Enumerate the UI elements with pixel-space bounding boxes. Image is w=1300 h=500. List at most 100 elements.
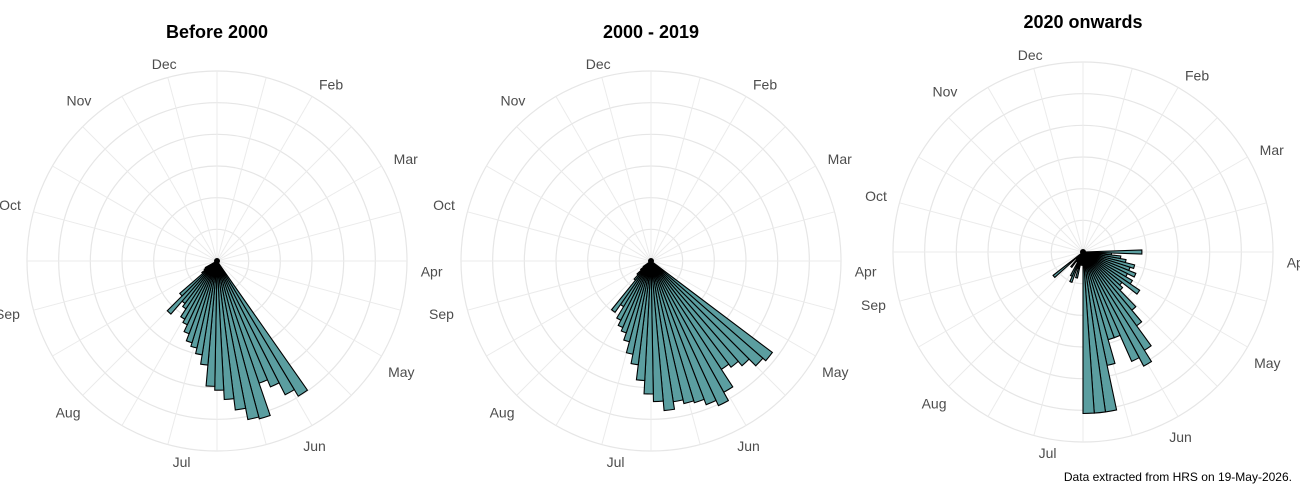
- month-label-dec: Dec: [152, 56, 177, 72]
- grid-spoke: [216, 260, 382, 357]
- month-label-oct: Oct: [0, 197, 21, 213]
- rose-bar: [214, 260, 225, 391]
- polar-grid: [460, 70, 842, 452]
- grid-spoke: [467, 211, 652, 262]
- rose-bar: [216, 260, 280, 388]
- polar-chart-1: Before 2000 Dec Feb Mar Apr May Jun Jul Aug Sep Oc…: [0, 22, 443, 470]
- rose-bar: [1052, 251, 1084, 279]
- month-label-nov: Nov: [67, 92, 92, 108]
- month-label-mar: Mar: [828, 151, 852, 167]
- month-label-apr: Apr: [421, 264, 443, 280]
- grid-spoke: [1082, 156, 1248, 253]
- bar-group: [610, 260, 774, 412]
- rose-bar: [643, 260, 654, 395]
- grid-spoke: [516, 260, 652, 396]
- rose-bar: [216, 260, 271, 420]
- month-label-aug: Aug: [56, 405, 81, 421]
- month-label-jun: Jun: [303, 438, 326, 454]
- month-label-oct: Oct: [433, 197, 455, 213]
- month-label-apr: Apr: [855, 264, 877, 280]
- month-label-feb: Feb: [319, 76, 343, 92]
- chart-title: Before 2000: [166, 22, 268, 42]
- month-label-jun: Jun: [1169, 429, 1192, 445]
- month-label-mar: Mar: [1260, 142, 1284, 158]
- rose-bar: [650, 260, 705, 404]
- grid-spoke: [216, 96, 313, 262]
- grid-spoke: [216, 211, 401, 262]
- month-label-oct: Oct: [865, 188, 887, 204]
- grid-spoke: [650, 260, 835, 311]
- center-hub: [214, 258, 220, 264]
- rose-bar: [204, 260, 218, 269]
- grid-spoke: [486, 165, 652, 262]
- month-label-may: May: [388, 364, 414, 380]
- grid-spoke: [52, 260, 218, 357]
- rose-bar: [650, 260, 717, 406]
- rose-bar: [216, 260, 296, 396]
- rose-bar: [650, 260, 774, 362]
- grid-spoke: [33, 260, 218, 311]
- rose-bar: [216, 260, 247, 411]
- rose-bar: [216, 260, 309, 397]
- bar-group: [166, 260, 309, 421]
- grid-spoke: [1082, 87, 1179, 253]
- center-hub: [648, 258, 654, 264]
- bar-group: [1052, 249, 1153, 415]
- grid-spoke: [650, 260, 816, 357]
- rose-bar: [650, 260, 695, 405]
- month-label-dec: Dec: [1018, 47, 1043, 63]
- grid-spoke: [650, 126, 786, 262]
- rose-bar: [1082, 251, 1095, 415]
- rose-bar: [650, 260, 740, 368]
- grid-spoke: [82, 126, 218, 262]
- rose-bar: [650, 260, 750, 367]
- grid-spoke: [899, 251, 1084, 302]
- grid-spoke: [948, 251, 1084, 387]
- month-label-jul: Jul: [607, 454, 625, 470]
- grid-spoke: [33, 211, 218, 262]
- grid-spoke: [948, 117, 1084, 253]
- rose-bar: [216, 260, 260, 421]
- grid-spoke: [121, 96, 218, 262]
- grid-spoke: [216, 260, 352, 396]
- month-label-may: May: [822, 364, 848, 380]
- month-label-aug: Aug: [490, 405, 515, 421]
- rose-bar: [1082, 251, 1140, 363]
- month-label-jul: Jul: [173, 454, 191, 470]
- grid-spoke: [1082, 117, 1218, 253]
- month-label-nov: Nov: [501, 92, 526, 108]
- month-label-jul: Jul: [1039, 445, 1057, 461]
- rose-bar: [1082, 249, 1143, 255]
- month-label-feb: Feb: [1185, 67, 1209, 83]
- center-hub: [1080, 249, 1086, 255]
- grid-spoke: [216, 77, 267, 262]
- grid-spoke: [650, 165, 816, 262]
- polar-chart-2: 2000 - 2019 Dec Feb Mar Apr May Jun Jul Aug Sep Oc…: [429, 22, 877, 470]
- grid-spoke: [216, 165, 382, 262]
- grid-spoke: [1033, 251, 1084, 436]
- polar-chart-3: 2020 onwards Dec Feb Mar Apr May Jun Jul Aug Sep O…: [861, 12, 1300, 461]
- grid-spoke: [899, 202, 1084, 253]
- rose-bar: [216, 260, 235, 401]
- grid-spoke: [650, 77, 701, 262]
- grid-spoke: [918, 251, 1084, 348]
- month-label-mar: Mar: [394, 151, 418, 167]
- chart-title: 2020 onwards: [1023, 12, 1142, 32]
- rose-bar: [650, 260, 664, 403]
- rose-bar: [650, 260, 730, 407]
- grid-spoke: [1033, 68, 1084, 253]
- rose-bar: [166, 260, 218, 315]
- month-label-sep: Sep: [429, 306, 454, 322]
- data-source-note: Data extracted from HRS on 19-May-2026.: [1063, 470, 1292, 484]
- month-label-sep: Sep: [861, 297, 886, 313]
- grid-spoke: [467, 260, 652, 311]
- month-label-feb: Feb: [753, 76, 777, 92]
- grid-spoke: [486, 260, 652, 357]
- grid-spoke: [650, 211, 835, 262]
- grid-spoke: [516, 126, 652, 262]
- rose-bar: [650, 260, 676, 412]
- grid-spoke: [987, 87, 1084, 253]
- rose-bar: [650, 260, 764, 367]
- month-label-apr: Apr: [1287, 255, 1300, 271]
